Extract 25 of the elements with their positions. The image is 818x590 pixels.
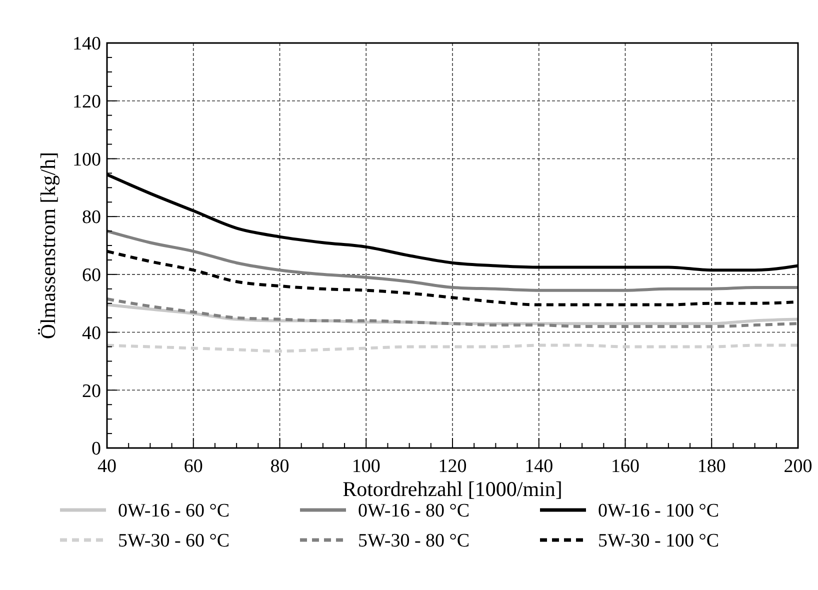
legend-label: 5W-30 - 60 °C	[118, 530, 230, 552]
x-tick-label: 80	[270, 456, 290, 477]
legend-label: 0W-16 - 80 °C	[358, 500, 470, 522]
y-tick-label: 20	[82, 380, 101, 402]
y-tick-label: 120	[72, 92, 101, 113]
x-tick-label: 60	[184, 456, 203, 477]
x-tick-label: 180	[697, 456, 726, 477]
legend-label: 0W-16 - 100 °C	[598, 500, 720, 522]
x-tick-label: 120	[438, 456, 467, 477]
x-tick-label: 160	[611, 456, 640, 477]
y-tick-label: 100	[72, 149, 101, 170]
y-tick-label: 140	[72, 34, 101, 55]
y-tick-label: 80	[82, 207, 101, 228]
y-tick-label: 40	[82, 322, 101, 344]
line-series	[106, 298, 800, 328]
y-tick-label: 60	[82, 265, 101, 286]
legend-label: 5W-30 - 80 °C	[358, 530, 470, 552]
x-tick-label: 140	[524, 456, 554, 477]
legend-label: 5W-30 - 100 °C	[598, 530, 720, 552]
y-axis-title: Ölmassenstrom [kg/h]	[36, 152, 60, 340]
x-axis-title: Rotordrehzahl [1000/min]	[342, 477, 562, 501]
line-series	[106, 230, 800, 292]
legend-label: 0W-16 - 60 °C	[118, 500, 230, 522]
x-tick-label: 100	[352, 456, 380, 477]
x-tick-label: 200	[784, 456, 812, 477]
